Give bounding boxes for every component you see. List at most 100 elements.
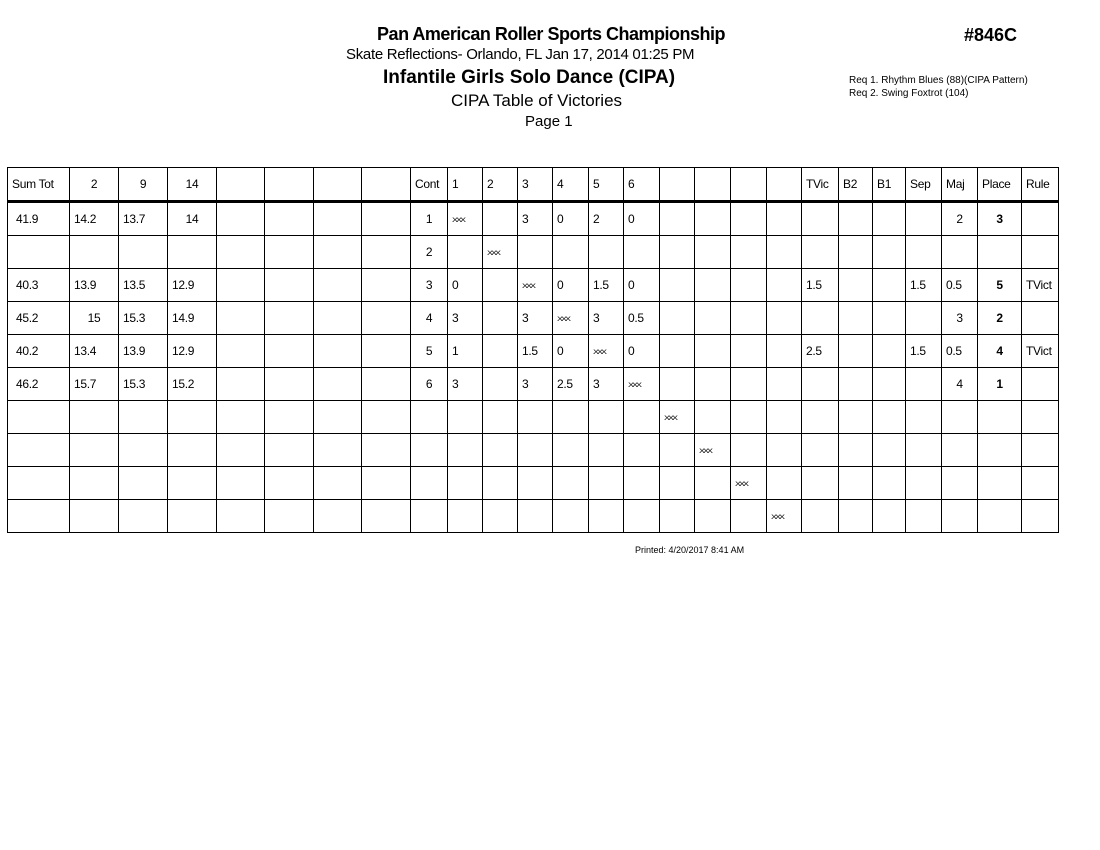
table-row: 41.9 14.2 13.7 14 1 XXX 3 0 2 0 2 3 [7, 201, 1059, 236]
place-cell: 3 [977, 201, 1022, 236]
column-header [659, 167, 695, 203]
table-cell: 13.9 [69, 268, 119, 302]
table-row: 40.2 13.4 13.9 12.9 5 1 1.5 0 XXX 0 2.5 1.5 0.5 4 TVic… [7, 334, 1059, 368]
table-cell [801, 235, 839, 269]
table-cell [838, 466, 873, 500]
table-cell: 14.2 [69, 201, 119, 236]
column-header: Sum Tot [7, 167, 70, 203]
table-cell [766, 466, 802, 500]
table-cell [482, 201, 518, 236]
table-cell [659, 499, 695, 533]
table-cell: 12.9 [167, 268, 217, 302]
printed-timestamp: Printed: 4/20/2017 8:41 AM [635, 545, 745, 555]
column-header: Maj [941, 167, 978, 203]
table-cell [766, 367, 802, 401]
table-cell [905, 466, 942, 500]
table-cell [838, 400, 873, 434]
table-cell [766, 301, 802, 335]
table-cell [361, 499, 411, 533]
table-cell [694, 400, 731, 434]
table-cell: 3 [588, 301, 624, 335]
table-cell [313, 367, 362, 401]
table-cell [838, 268, 873, 302]
table-cell [801, 201, 839, 236]
table-cell [7, 499, 70, 533]
table-cell [623, 433, 660, 467]
table-cell [941, 235, 978, 269]
table-cell [905, 201, 942, 236]
table-cell [447, 499, 483, 533]
header-row: Sum Tot 2 9 14 Cont 1 2 3 4 5 6 TVic B2 B1 Sep Maj Place… [7, 167, 1059, 203]
xxx-marker: XXX [487, 249, 501, 257]
table-row: XXX [7, 499, 1059, 533]
table-cell: TVict [1021, 334, 1059, 368]
self-cell-marker: XXX [694, 433, 731, 467]
table-cell [730, 301, 767, 335]
table-cell [1021, 235, 1059, 269]
table-cell [216, 235, 265, 269]
table-cell [552, 466, 589, 500]
column-header: 2 [69, 167, 119, 203]
venue-date: Skate Reflections- Orlando, FL Jan 17, 2… [346, 46, 695, 63]
table-cell: 0 [552, 201, 589, 236]
table-cell [410, 400, 448, 434]
table-cell [264, 334, 314, 368]
table-cell [7, 235, 70, 269]
table-cell: 0 [623, 201, 660, 236]
table-cell [694, 301, 731, 335]
table-cell: 41.9 [7, 201, 70, 236]
table-cell [730, 201, 767, 236]
table-cell [482, 268, 518, 302]
table-cell [730, 433, 767, 467]
xxx-marker: XXX [452, 216, 466, 224]
table-cell: 4 [941, 367, 978, 401]
table-cell: 13.9 [118, 334, 168, 368]
table-cell [69, 466, 119, 500]
table-cell [313, 201, 362, 236]
table-cell [905, 301, 942, 335]
table-cell: 3 [517, 301, 553, 335]
table-cell [313, 433, 362, 467]
table-cell [872, 433, 906, 467]
table-cell [313, 334, 362, 368]
table-cell [361, 433, 411, 467]
table-cell [517, 466, 553, 500]
championship-title: Pan American Roller Sports Championship [377, 24, 725, 44]
table-cell [1021, 301, 1059, 335]
table-cell: 3 [588, 367, 624, 401]
table-cell: 0 [552, 334, 589, 368]
table-cell: 13.4 [69, 334, 119, 368]
table-cell [730, 367, 767, 401]
table-cell [118, 466, 168, 500]
table-cell [482, 367, 518, 401]
table-cell [659, 433, 695, 467]
requirement-1: Req 1. Rhythm Blues (88)(CIPA Pattern) [849, 75, 1028, 86]
column-header: Place [977, 167, 1022, 203]
table-cell [313, 301, 362, 335]
table-cell: 1.5 [801, 268, 839, 302]
table-cell [552, 499, 589, 533]
xxx-marker: XXX [593, 348, 607, 356]
table-cell [801, 367, 839, 401]
table-cell [361, 268, 411, 302]
table-cell: 14.9 [167, 301, 217, 335]
table-cell: 3 [410, 268, 448, 302]
table-cell: 4 [410, 301, 448, 335]
report-title: CIPA Table of Victories [451, 91, 623, 110]
column-header: 14 [167, 167, 217, 203]
self-cell-marker: XXX [659, 400, 695, 434]
table-cell: 1.5 [517, 334, 553, 368]
table-cell [216, 466, 265, 500]
table-cell: 3 [517, 367, 553, 401]
table-row: XXX [7, 433, 1059, 467]
table-cell [517, 499, 553, 533]
table-cell: 12.9 [167, 334, 217, 368]
column-header: Cont [410, 167, 448, 203]
table-cell: 3 [941, 301, 978, 335]
table-cell [801, 433, 839, 467]
column-header: B1 [872, 167, 906, 203]
table-cell [361, 235, 411, 269]
table-cell [659, 367, 695, 401]
table-cell [216, 433, 265, 467]
self-cell-marker: XXX [552, 301, 589, 335]
